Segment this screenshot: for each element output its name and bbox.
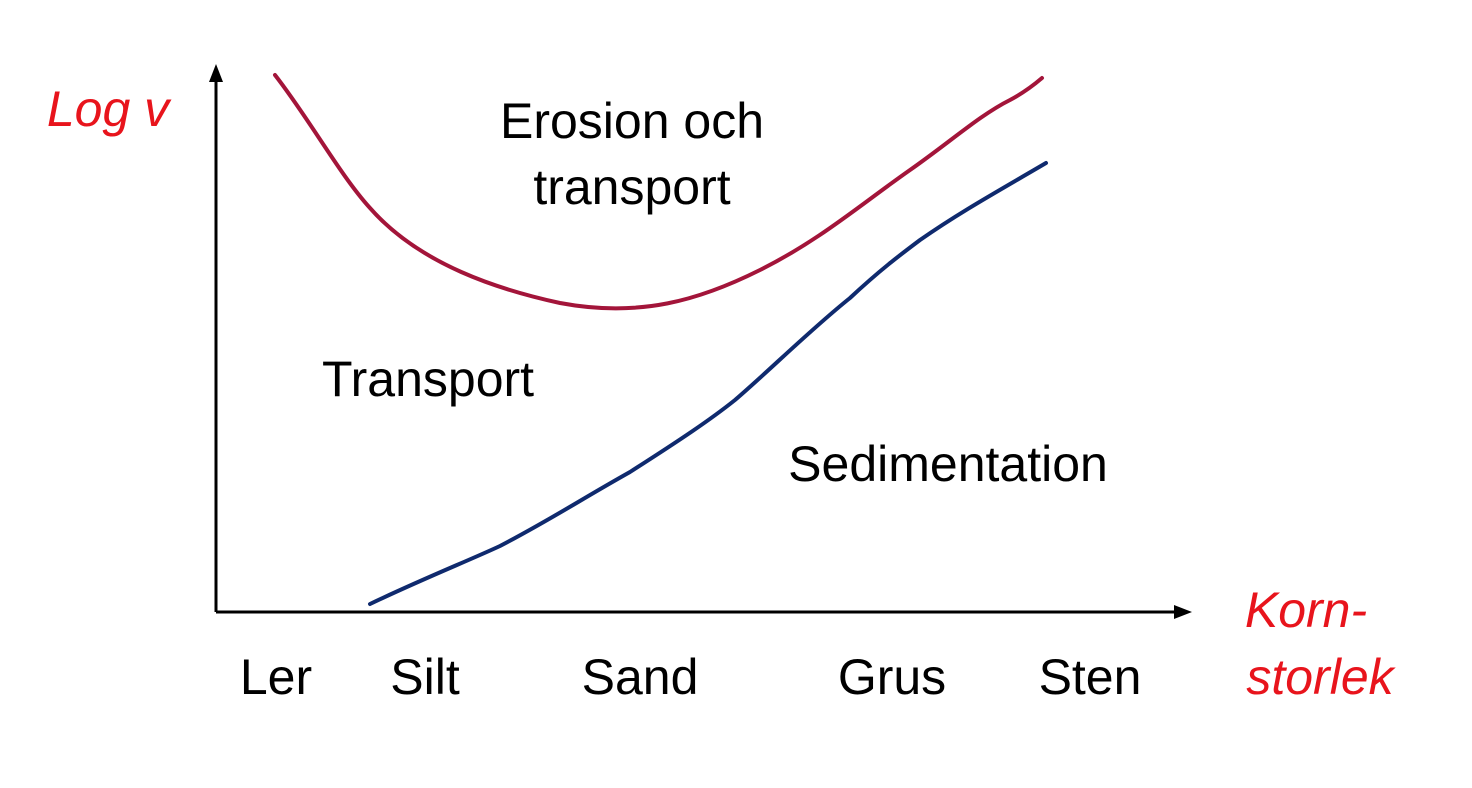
region-label-erosion-line1: Erosion och: [500, 93, 764, 149]
region-label-sedimentation: Sedimentation: [788, 436, 1108, 492]
region-label-erosion-line2: transport: [533, 159, 730, 215]
x-axis-title-line2: storlek: [1246, 649, 1396, 705]
sedimentation-curve: [368, 161, 1048, 606]
grain-size-ler: Ler: [240, 649, 312, 705]
region-label-transport: Transport: [322, 351, 534, 407]
y-axis-arrowhead: [209, 64, 223, 82]
grain-size-silt: Silt: [390, 649, 460, 705]
grain-size-grus: Grus: [838, 649, 946, 705]
y-axis-title: Log v: [47, 81, 172, 137]
grain-size-sand: Sand: [582, 649, 699, 705]
x-axis-arrowhead: [1174, 605, 1192, 619]
x-axis-title-line1: Korn-: [1245, 582, 1367, 638]
grain-size-sten: Sten: [1039, 649, 1142, 705]
erosion-curve: [273, 73, 1044, 311]
